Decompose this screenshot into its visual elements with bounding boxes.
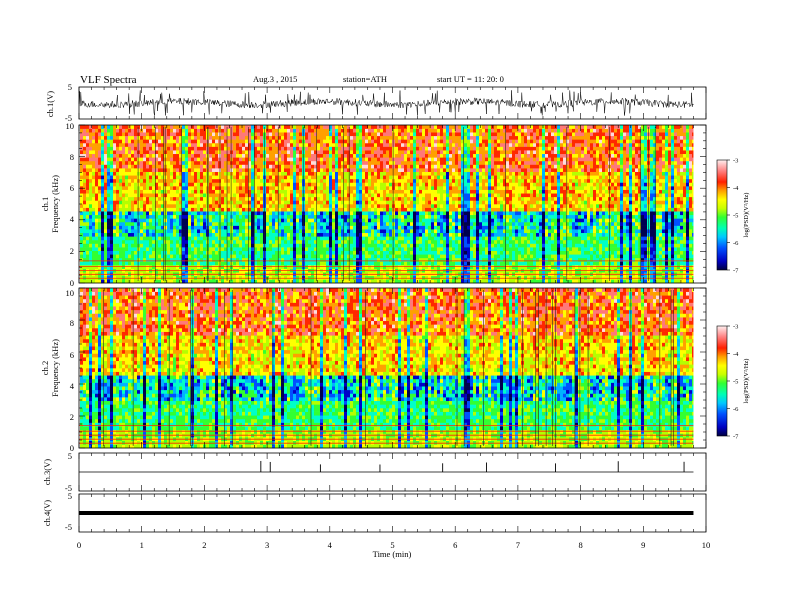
ch2-spec-ytick-label: 8 (70, 318, 74, 328)
ch3-ytick-label: 5 (68, 451, 72, 461)
ch2-spec-ytick-label: 6 (70, 350, 74, 360)
ch4-waveform-ylabel: ch.4(V) (42, 500, 52, 526)
colorbar-tick-label: -3 (733, 324, 738, 331)
ch4-ytick-label: 5 (68, 491, 72, 501)
ch1-spec-ytick-label: 8 (70, 152, 74, 162)
ch1-colorbar-label: log(PSD)(V²/Hz) (743, 193, 750, 238)
colorbar-tick-label: -5 (733, 379, 738, 386)
station-label: station=ATH (343, 74, 387, 84)
ch1-spectrogram-panel (79, 125, 706, 283)
ch1-spectrogram-ylabel-channel: ch.1 (40, 197, 50, 211)
ch2-spectrogram-panel (79, 288, 706, 448)
figure-title: VLF Spectra (80, 74, 137, 86)
ch1-spec-ytick-label: 4 (70, 214, 75, 224)
x-tick-label: 9 (641, 540, 645, 550)
ch3-waveform-ylabel: ch.3(V) (42, 459, 52, 485)
x-tick-label: 0 (77, 540, 81, 550)
ch2-spectrogram-ylabel-frequency: Frequency (kHz) (50, 339, 60, 397)
ch2-spec-ytick-label: 4 (70, 381, 75, 391)
x-tick-label: 4 (328, 540, 333, 550)
x-tick-label: 6 (453, 540, 457, 550)
ch1-waveform-ylabel: ch.1(V) (45, 91, 55, 117)
ch2-spectrogram-ylabel-channel: ch.2 (40, 361, 50, 375)
colorbar-tick-label: -4 (733, 185, 739, 192)
colorbar-tick-label: -6 (733, 240, 739, 247)
colorbar-tick-label: -3 (733, 158, 738, 165)
x-tick-label: 1 (140, 540, 144, 550)
ch2-spec-ytick-label: 2 (70, 412, 74, 422)
start-time-label: start UT = 11: 20: 0 (437, 74, 504, 84)
ch1-ytick-label: 5 (68, 82, 72, 92)
ch1-spec-ytick-label: 6 (70, 183, 74, 193)
ch1-spec-ytick-label: 10 (66, 121, 75, 131)
ch1-trace (79, 90, 693, 115)
x-axis-label: Time (min) (373, 549, 412, 559)
colorbar-tick-label: -7 (733, 434, 739, 441)
x-tick-label: 8 (578, 540, 582, 550)
ch1-colorbar (717, 160, 727, 270)
x-tick-label: 3 (265, 540, 269, 550)
ch4-ytick-label: -5 (65, 522, 72, 532)
x-tick-label: 2 (202, 540, 206, 550)
ch2-spec-ytick-label: 10 (66, 288, 75, 298)
colorbar-tick-label: -5 (733, 213, 738, 220)
ch1-spectrogram-ylabel-frequency: Frequency (kHz) (50, 175, 60, 233)
date-label: Aug.3 , 2015 (253, 74, 297, 84)
ch1-spec-ytick-label: 0 (70, 278, 74, 288)
colorbar-tick-label: -4 (733, 351, 739, 358)
colorbar-ticks: -3 -4 -5 -6 -7 -3 -4 -5 -6 -7 (727, 158, 739, 441)
ch2-colorbar-label: log(PSD)(V²/Hz) (743, 359, 750, 404)
colorbar-tick-label: -6 (733, 406, 739, 413)
x-tick-label: 7 (516, 540, 520, 550)
ch1-spec-ytick-label: 2 (70, 246, 74, 256)
ch2-colorbar (717, 326, 727, 436)
vlf-spectra-figure: VLF Spectra Aug.3 , 2015 station=ATH sta… (0, 0, 792, 612)
colorbar-tick-label: -7 (733, 268, 739, 275)
x-tick-label: 10 (702, 540, 711, 550)
